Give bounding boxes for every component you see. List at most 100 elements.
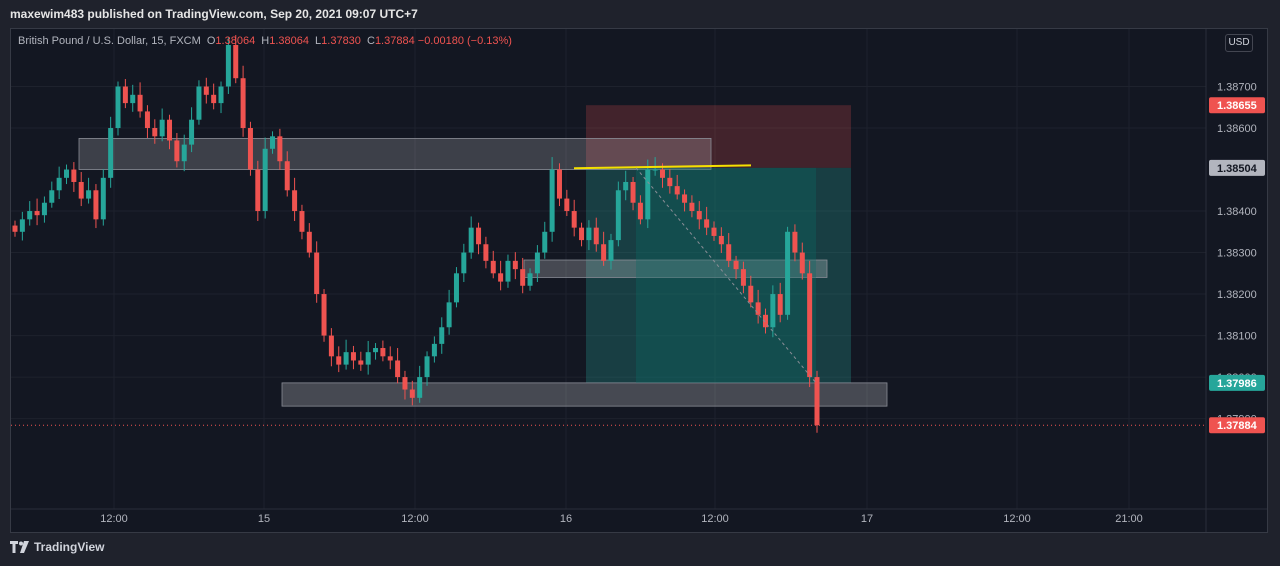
candle-body (233, 45, 239, 79)
candle-body (733, 260, 739, 270)
candle-body (41, 202, 47, 216)
close-value: 1.37884 (374, 35, 415, 47)
candle-body (446, 302, 452, 328)
candle-body (799, 252, 805, 274)
candle-body (174, 140, 180, 162)
high-label: H (261, 35, 270, 47)
candle-body (167, 119, 173, 141)
candle-body (86, 190, 92, 199)
change-value: −0.00180 (−0.13%) (417, 35, 512, 47)
candle-body (159, 119, 165, 137)
candle-body (740, 269, 746, 286)
chart-panel[interactable]: 1.38700 1.38600 1.38400 1.38300 1.38200 1.381… (10, 28, 1268, 533)
candle-body (365, 352, 371, 365)
candle-body (520, 269, 526, 286)
ohlc-legend: British Pound / U.S. Dollar, 15, FXCM O1… (18, 35, 512, 47)
candle-body (27, 211, 33, 220)
candle-body (373, 348, 379, 353)
candle-body (498, 273, 504, 282)
y-tick-label: 1.38100 (1217, 331, 1257, 343)
price-label: 1.38504 (1217, 163, 1258, 175)
candle-body (247, 128, 253, 170)
price-label-bg (1209, 159, 1265, 176)
x-tick-label: 15 (258, 513, 270, 525)
candle-body (483, 244, 489, 261)
candle-body (777, 294, 783, 315)
currency-button[interactable]: USD (1225, 34, 1253, 52)
y-tick-label: 1.38200 (1217, 289, 1257, 301)
projection-line (635, 167, 817, 384)
candle-body (306, 231, 312, 253)
candle-body (64, 169, 70, 178)
candle-body (623, 181, 629, 191)
price-label-bg (1209, 417, 1265, 434)
candle-body (807, 273, 813, 378)
candle-body (93, 190, 99, 220)
y-tick-label: 1.38700 (1217, 82, 1257, 94)
candle-body (549, 169, 555, 232)
candle-body (711, 227, 717, 236)
candle-body (225, 45, 231, 87)
candle-body (586, 227, 592, 241)
candle-body (689, 202, 695, 212)
candle-body (336, 356, 342, 365)
x-tick-label: 12:00 (401, 513, 429, 525)
demand-zone-box (281, 382, 888, 407)
candle-body (417, 377, 423, 398)
candle-body (630, 181, 636, 203)
candle-body (704, 219, 710, 228)
x-tick-label: 21:00 (1115, 513, 1143, 525)
candle-body (34, 211, 40, 216)
candle-body (564, 198, 570, 212)
candle-body (615, 190, 621, 241)
candle-body (645, 169, 651, 220)
tradingview-logo-icon (10, 541, 29, 553)
candle-body (130, 94, 136, 104)
candle-body (100, 177, 106, 220)
candle-body (358, 360, 364, 365)
candle-body (144, 111, 150, 129)
low-label: L (315, 35, 322, 47)
y-tick-label: 1.38400 (1217, 206, 1257, 218)
candle-body (211, 94, 217, 104)
candle-body (56, 177, 62, 191)
candle-body (659, 169, 665, 178)
candle-body (755, 302, 761, 315)
price-label-bg (1209, 97, 1265, 114)
candle-body (637, 202, 643, 220)
candle-body (785, 231, 791, 315)
price-label: 1.37884 (1217, 420, 1258, 432)
candlestick-chart[interactable]: 1.38700 1.38600 1.38400 1.38300 1.38200 1.381… (11, 29, 1267, 532)
price-label: 1.38655 (1217, 100, 1257, 112)
candle-body (218, 86, 224, 104)
x-tick-label: 17 (861, 513, 873, 525)
tradingview-logo[interactable]: TradingView (10, 540, 104, 554)
candle-body (431, 343, 437, 357)
candle-body (461, 252, 467, 274)
candle-body (328, 335, 334, 357)
candle-body (277, 136, 283, 162)
y-tick-label: 1.38600 (1217, 123, 1257, 135)
candle-body (770, 294, 776, 328)
x-tick-label: 16 (560, 513, 572, 525)
candle-body (321, 294, 327, 336)
candle-body (137, 94, 143, 112)
candle-body (601, 244, 607, 261)
candle-body (270, 136, 276, 149)
symbol-title[interactable]: British Pound / U.S. Dollar, 15, FXCM (18, 35, 201, 47)
price-label: 1.37986 (1217, 378, 1257, 390)
supply-zone-box (78, 137, 712, 170)
price-label-bg (1209, 374, 1265, 391)
mid-zone-box (523, 259, 828, 278)
candle-body (387, 356, 393, 361)
candle-body (593, 227, 599, 245)
close-label: C (366, 35, 375, 47)
candle-body (181, 144, 187, 162)
candle-body (527, 273, 533, 286)
candle-body (49, 190, 55, 203)
x-tick-label: 12:00 (100, 513, 128, 525)
candle-body (439, 327, 445, 344)
y-tick-label: 1.38300 (1217, 248, 1257, 260)
target-zone-box (586, 167, 851, 383)
candle-body (240, 78, 246, 129)
